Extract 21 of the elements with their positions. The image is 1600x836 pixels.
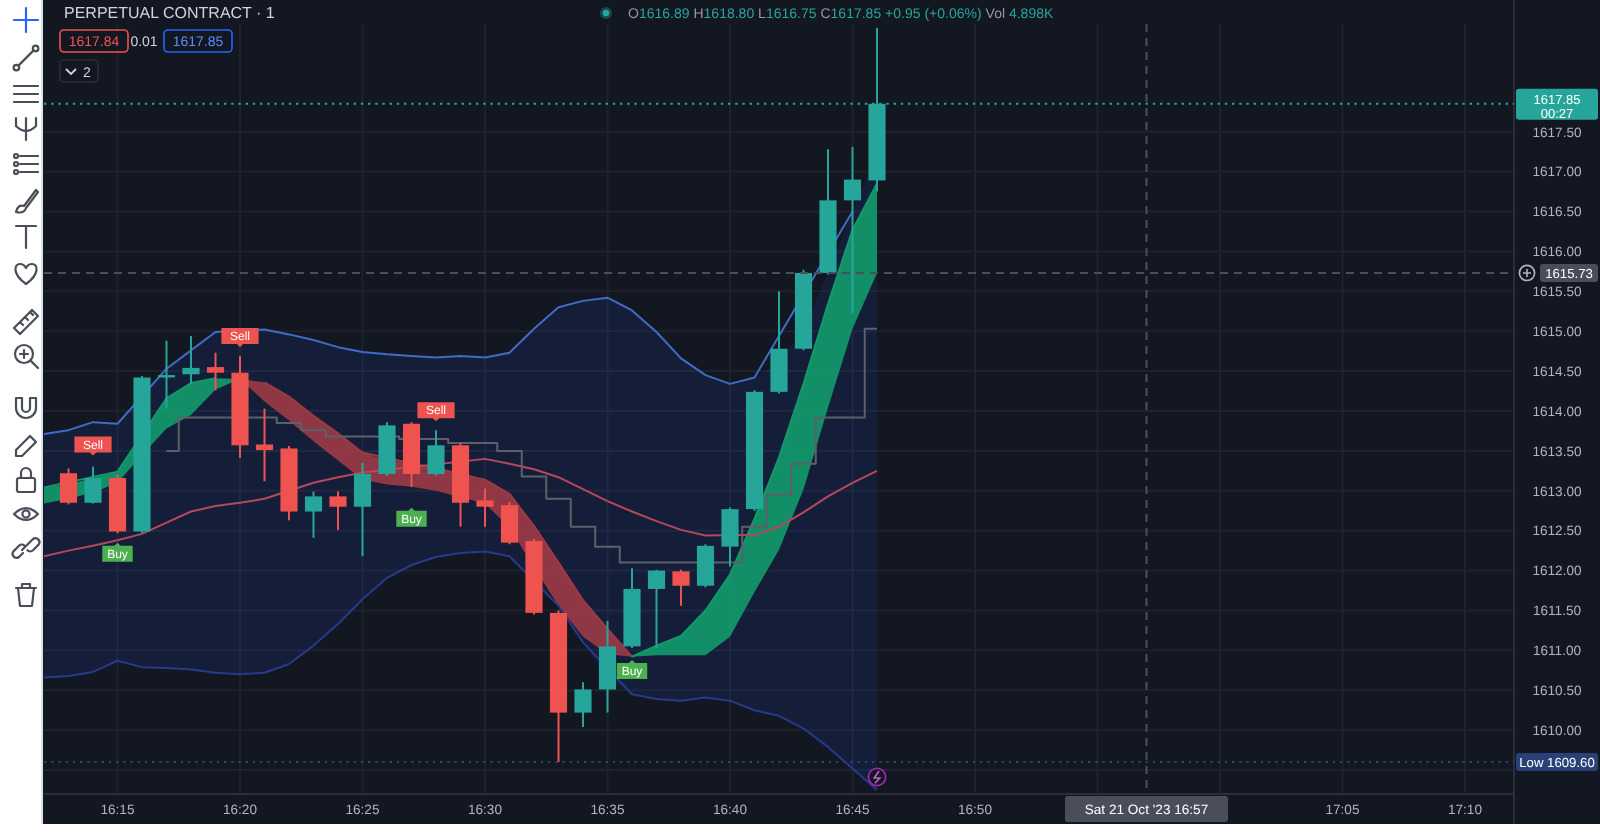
candlestick (672, 568, 690, 607)
chart-title: PERPETUAL CONTRACT · 1 (64, 4, 276, 22)
line-series (44, 210, 854, 436)
candlestick (721, 506, 739, 568)
candlestick (574, 681, 592, 728)
candlestick (84, 465, 102, 505)
candlestick (427, 429, 445, 477)
candlestick (182, 334, 200, 385)
candlestick (329, 490, 347, 531)
candlestick (647, 568, 666, 649)
candlestick (59, 467, 78, 506)
candlestick (476, 487, 494, 528)
candlestick (770, 290, 788, 395)
candlestick (353, 461, 372, 558)
candlestick (843, 145, 862, 315)
candlestick (500, 500, 519, 546)
line-series (44, 550, 878, 792)
candlestick (304, 490, 323, 539)
candlestick (598, 619, 617, 714)
candlestick (206, 351, 225, 392)
candlestick (696, 543, 715, 589)
